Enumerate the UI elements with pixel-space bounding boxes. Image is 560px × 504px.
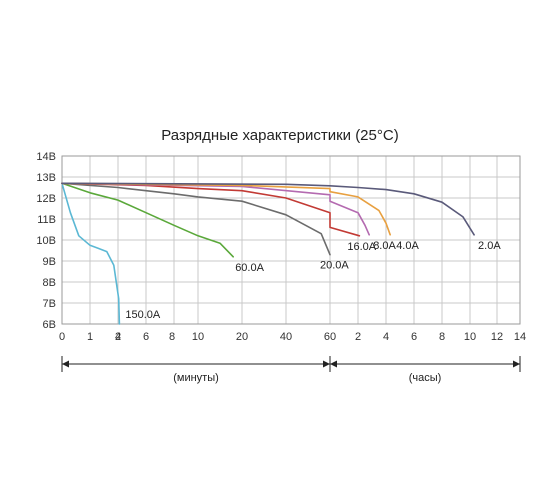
y-tick-label: 12В <box>36 193 56 205</box>
chart-title: Разрядные характеристики (25°С) <box>161 127 398 144</box>
x-tick-label: 1 <box>87 331 93 343</box>
x-tick-label: 6 <box>411 331 417 343</box>
curve-label: 16.0А <box>347 241 376 253</box>
discharge-curve <box>61 182 331 256</box>
region-label: (часы) <box>409 372 442 384</box>
curve-label: 20.0А <box>320 260 349 272</box>
arrow-head-left <box>330 360 337 368</box>
curve-labels: 150.0А 60.0А 20.0А 16.0А8.0А 4.0А 2.0А <box>125 240 501 321</box>
arrow-head-left <box>62 360 69 368</box>
discharge-curve <box>61 182 475 236</box>
curve-label: 150.0А <box>125 309 161 321</box>
region-label: (минуты) <box>173 372 219 384</box>
discharge-curve <box>61 182 370 236</box>
discharge-curve <box>61 182 234 258</box>
x-tick-label: 8 <box>169 331 175 343</box>
x-tick-label: 10 <box>464 331 476 343</box>
y-tick-label: 9В <box>43 256 56 268</box>
y-tick-label: 10В <box>36 235 56 247</box>
discharge-curve <box>61 182 361 237</box>
y-tick-label: 6В <box>43 319 56 331</box>
y-tick-label: 14В <box>36 151 56 163</box>
x-tick-label: 6 <box>143 331 149 343</box>
arrow-head-right <box>323 360 330 368</box>
x-tick-label: 2 <box>115 331 121 343</box>
x-tick-label: 60 <box>324 331 336 343</box>
curves <box>61 182 475 325</box>
curve-label: 60.0А <box>235 262 264 274</box>
discharge-curve <box>61 182 121 325</box>
x-tick-label: 8 <box>439 331 445 343</box>
y-tick-label: 7В <box>43 298 56 310</box>
x-tick-label: 4 <box>115 331 121 343</box>
x-tick-label: 40 <box>280 331 292 343</box>
x-tick-label: 12 <box>491 331 503 343</box>
x-tick-label: 2 <box>355 331 361 343</box>
plot-frame <box>61 155 521 325</box>
grid <box>61 155 521 325</box>
discharge-curve <box>61 182 391 236</box>
x-tick-label: 10 <box>192 331 204 343</box>
y-tick-label: 11В <box>37 214 56 226</box>
arrow-head-right <box>513 360 520 368</box>
curve-label: 8.0А <box>373 240 396 252</box>
curve-label: 4.0А <box>396 240 419 252</box>
x-tick-label: 4 <box>383 331 389 343</box>
y-tick-label: 13В <box>36 172 56 184</box>
x-tick-label: 20 <box>236 331 248 343</box>
y-tick-label: 8В <box>43 277 56 289</box>
x-tick-label: 0 <box>59 331 65 343</box>
curve-label: 2.0А <box>478 240 501 252</box>
x-tick-label: 14 <box>514 331 526 343</box>
